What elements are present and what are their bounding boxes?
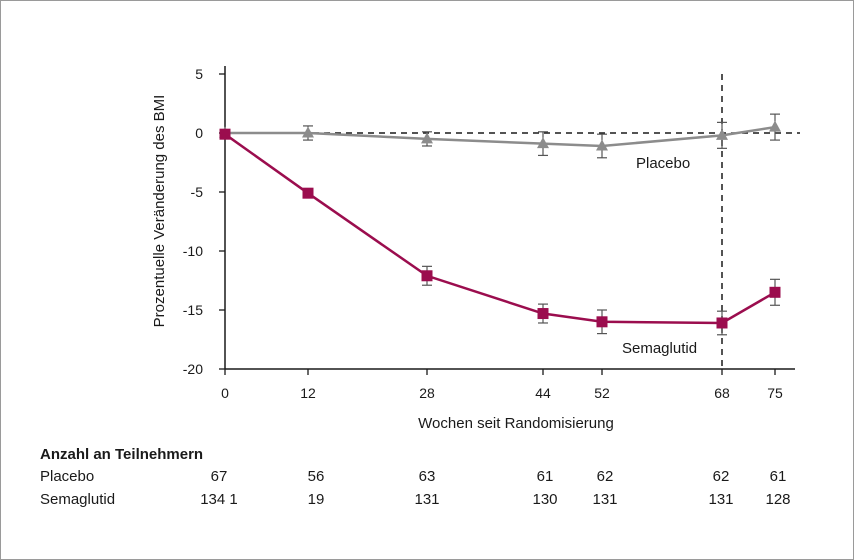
participants-table-title: Anzahl an Teilnehmern	[40, 446, 203, 463]
series-label-placebo: Placebo	[636, 155, 690, 172]
axes: 5 0 -5 -10 -15 -20 0 12 28 44 52 68 75	[183, 66, 795, 401]
data-point-placebo	[302, 126, 314, 138]
data-point-semaglutid	[421, 270, 433, 282]
x-tick-label: 75	[767, 385, 783, 401]
x-tick-label: 28	[419, 385, 435, 401]
table-cell: 131	[708, 491, 733, 508]
data-point-placebo	[596, 139, 608, 151]
x-tick-label: 52	[594, 385, 610, 401]
data-point-placebo	[537, 137, 549, 149]
series-placebo	[219, 113, 781, 159]
table-cell: 19	[308, 491, 325, 508]
table-cell: 56	[308, 468, 325, 485]
x-tick-label: 12	[300, 385, 316, 401]
series-semaglutid	[219, 128, 781, 336]
table-row-label-semaglutid: Semaglutid	[40, 491, 115, 508]
reference-lines	[225, 74, 800, 369]
data-point-semaglutid	[596, 316, 608, 328]
table-cell: 131	[592, 491, 617, 508]
data-point-semaglutid	[302, 187, 314, 199]
table-row-label-placebo: Placebo	[40, 468, 94, 485]
data-point-placebo	[769, 120, 781, 132]
y-tick-label: 5	[195, 66, 203, 82]
data-point-placebo	[716, 128, 728, 140]
y-axis-title: Prozentuelle Veränderung des BMI	[151, 95, 168, 328]
series-label-semaglutid: Semaglutid	[622, 340, 697, 357]
y-tick-label: -15	[183, 302, 203, 318]
data-point-placebo	[421, 132, 433, 144]
x-tick-label: 44	[535, 385, 551, 401]
table-cell: 61	[770, 468, 787, 485]
x-tick-label: 68	[714, 385, 730, 401]
participants-table: Anzahl an Teilnehmern Placebo Semaglutid…	[40, 446, 791, 508]
x-axis-title: Wochen seit Randomisierung	[418, 415, 614, 432]
table-cell: 130	[532, 491, 557, 508]
table-cell: 63	[419, 468, 436, 485]
x-tick-label: 0	[221, 385, 229, 401]
table-cell: 134 1	[200, 491, 238, 508]
y-tick-label: -5	[191, 184, 204, 200]
table-cell: 131	[414, 491, 439, 508]
data-point-semaglutid	[716, 317, 728, 329]
series-line-semaglutid	[224, 133, 776, 325]
table-cell: 128	[765, 491, 790, 508]
table-cell: 62	[713, 468, 730, 485]
table-cell: 62	[597, 468, 614, 485]
y-tick-label: -20	[183, 361, 203, 377]
data-point-semaglutid	[769, 286, 781, 298]
y-tick-label: -10	[183, 243, 203, 259]
table-cell: 67	[211, 468, 228, 485]
data-point-semaglutid	[219, 128, 231, 140]
table-cell: 61	[537, 468, 554, 485]
data-point-semaglutid	[537, 308, 549, 320]
series-layer	[219, 113, 781, 336]
y-tick-label: 0	[195, 125, 203, 141]
